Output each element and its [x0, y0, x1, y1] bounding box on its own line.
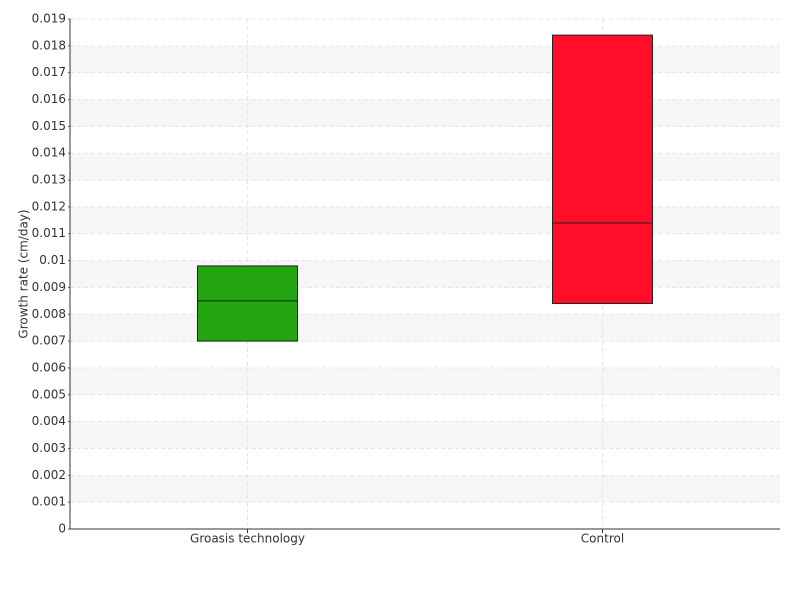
grid-band	[70, 99, 780, 127]
y-tick-label: 0.003	[32, 441, 66, 455]
y-tick-label: 0	[58, 522, 66, 536]
box	[552, 34, 653, 305]
y-tick-label: 0.015	[32, 119, 66, 133]
y-tick-label: 0.005	[32, 387, 66, 401]
y-tick-label: 0.019	[32, 12, 66, 26]
y-tick-label: 0.011	[32, 226, 66, 240]
grid-band	[70, 153, 780, 181]
y-tick-label: 0.014	[32, 146, 66, 160]
x-tick-label: Groasis technology	[190, 532, 305, 546]
y-tick-label: 0.016	[32, 92, 66, 106]
y-tick-label: 0.007	[32, 334, 66, 348]
y-tick-label: 0.001	[32, 495, 66, 509]
y-tick-label: 0.017	[32, 65, 66, 79]
y-tick-label: 0.01	[39, 253, 66, 267]
y-tick-label: 0.013	[32, 173, 66, 187]
grid-band	[70, 260, 780, 288]
grid-band	[70, 45, 780, 73]
y-tick-label: 0.018	[32, 38, 66, 52]
y-tick-label: 0.009	[32, 280, 66, 294]
grid-band	[70, 475, 780, 503]
y-tick-label: 0.012	[32, 199, 66, 213]
grid-band	[70, 367, 780, 395]
y-tick-label: 0.006	[32, 360, 66, 374]
x-tick-label: Control	[581, 532, 624, 546]
y-tick-label: 0.004	[32, 414, 66, 428]
y-tick-label: 0.002	[32, 468, 66, 482]
grid-band	[70, 314, 780, 342]
box	[197, 265, 298, 342]
grid-band	[70, 421, 780, 449]
y-tick-label: 0.008	[32, 307, 66, 321]
y-axis-label: Growth rate (cm/day)	[17, 209, 31, 338]
grid-band	[70, 206, 780, 234]
